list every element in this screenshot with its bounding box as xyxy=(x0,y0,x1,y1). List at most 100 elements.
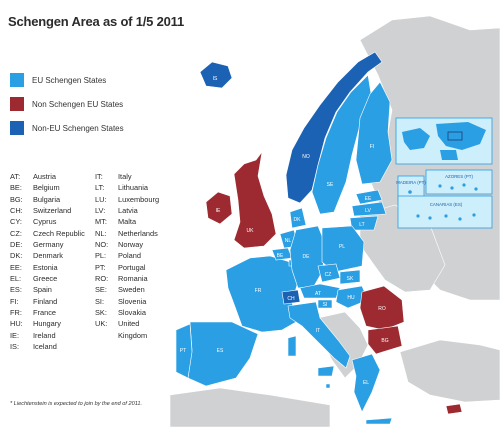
map-label-it: IT xyxy=(316,328,320,334)
abbreviation-row: PT: Portugal xyxy=(95,262,146,272)
world-locator-inset xyxy=(395,117,493,165)
country-estonia xyxy=(355,189,383,205)
country-ireland xyxy=(205,191,233,225)
abbreviation-row: IE: Ireland xyxy=(10,330,56,340)
island-sicily xyxy=(317,365,335,377)
abbreviation-row: AT: Austria xyxy=(10,172,57,181)
abbreviation-row: NO: Norway xyxy=(95,240,144,250)
map-label-ch: CH xyxy=(287,296,295,302)
abbreviation-row: EL: Greece xyxy=(10,274,58,284)
map-label-bg: BG xyxy=(381,338,388,344)
country-united-kingdom xyxy=(233,151,277,249)
legend-swatch-non-schengen-eu xyxy=(10,97,24,111)
map-label-pl: PL xyxy=(339,244,345,250)
country-code-labels: IS NO SE FI EE LV LT IE UK DK NL BE DE P… xyxy=(180,76,458,422)
country-finland xyxy=(355,81,393,185)
map-label-ee: EE xyxy=(365,196,372,202)
abbreviation-row: LV: Latvia xyxy=(95,206,138,216)
abbreviation-row: HU: Hungary xyxy=(10,319,61,329)
legend-swatch-eu-schengen xyxy=(10,73,24,87)
map-label-be: BE xyxy=(277,253,284,259)
footnote: * Liechtenstein is expected to join by t… xyxy=(10,401,143,407)
abbreviation-row: SI: Slovenia xyxy=(95,296,147,306)
legend-item-non-schengen-eu: Non Schengen EU States xyxy=(10,96,123,112)
legend-label: EU Schengen States xyxy=(32,75,107,85)
abbreviation-key-right: IT: Italy LT: Lithuania LU: Luxembourg LV: L… xyxy=(95,171,193,341)
map-label-at: AT xyxy=(315,291,321,297)
map-label-nl: NL xyxy=(285,238,292,244)
map-label-mt: MT xyxy=(324,390,331,396)
country-cyprus xyxy=(445,403,463,415)
abbreviation-row: EE: Estonia xyxy=(10,262,58,272)
map-label-ie: IE xyxy=(216,208,221,214)
abbreviation-row: LU: Luxembourg xyxy=(95,194,160,204)
country-italy xyxy=(287,301,351,369)
abbreviation-row: DE: Germany xyxy=(10,240,64,250)
country-iceland xyxy=(199,61,233,89)
map-label-es: ES xyxy=(217,348,224,354)
country-poland xyxy=(321,225,365,273)
map-label-ro: RO xyxy=(378,306,386,312)
country-denmark xyxy=(289,207,307,229)
country-bulgaria xyxy=(367,325,403,355)
abbreviation-row: IS: Iceland xyxy=(10,342,57,352)
map-label-el: EL xyxy=(363,380,369,386)
abbreviation-row: UK: United xyxy=(95,319,140,329)
abbreviation-row: FI: Finland xyxy=(10,296,58,306)
azores-inset: AZORES (PT) xyxy=(425,169,493,195)
abbreviation-row: SK: Slovakia xyxy=(95,308,146,318)
map-title: Schengen Area as of 1/5 2011 xyxy=(8,14,185,29)
map-label-de: DE xyxy=(303,254,311,260)
map-label-se: SE xyxy=(327,182,334,188)
country-switzerland xyxy=(281,289,301,305)
abbreviation-row: Kingdom xyxy=(118,330,148,340)
abbreviation-row: CY: Cyprus xyxy=(10,217,57,227)
abbreviation-row: CH: Switzerland xyxy=(10,206,72,216)
map-label-fi: FI xyxy=(370,144,374,150)
map-label-lv: LV xyxy=(365,208,371,214)
abbreviation-row: NL: Netherlands xyxy=(95,228,158,238)
abbreviation-row: MT: Malta xyxy=(95,217,137,227)
abbreviation-row: ES: Spain xyxy=(10,285,52,295)
abbreviation-row: LT: Lithuania xyxy=(95,183,148,193)
map-label-pt: PT xyxy=(180,348,186,354)
map-label-si: SI xyxy=(323,302,328,308)
map-label-lt: LT xyxy=(359,222,364,228)
abbreviation-key-left: AT: Austria BE: Belgium BG: Bulgaria CH: Swi… xyxy=(10,171,108,353)
country-malta xyxy=(325,383,331,389)
island-sardinia xyxy=(287,335,297,357)
country-latvia xyxy=(351,201,387,217)
country-slovenia xyxy=(317,299,333,309)
map-label-sk: SK xyxy=(347,276,354,282)
country-hungary xyxy=(335,285,369,309)
madeira-label: MADEIRA (PT) xyxy=(396,180,426,185)
azores-label: AZORES (PT) xyxy=(445,174,473,179)
map-label-fr: FR xyxy=(255,288,262,294)
abbreviation-row: SE: Sweden xyxy=(95,285,145,295)
country-greece xyxy=(351,353,381,413)
abbreviation-row: BG: Bulgaria xyxy=(10,194,61,204)
land-turkey xyxy=(399,339,500,403)
map-label-uk: UK xyxy=(247,228,255,234)
map-label-hu: HU xyxy=(347,295,355,301)
legend-label: Non-EU Schengen States xyxy=(32,123,124,133)
legend-label: Non Schengen EU States xyxy=(32,99,124,109)
map-label-dk: DK xyxy=(294,217,302,223)
country-spain xyxy=(187,321,259,387)
abbreviation-row: BE: Belgium xyxy=(10,183,60,193)
abbreviation-row: CZ: Czech Republic xyxy=(10,228,85,238)
abbreviation-row: DK: Denmark xyxy=(10,251,63,261)
abbreviation-row: RO: Romania xyxy=(95,274,148,284)
island-crete xyxy=(365,417,393,425)
abbreviation-row: IT: Italy xyxy=(95,172,132,181)
country-portugal xyxy=(175,323,193,379)
map-label-no: NO xyxy=(302,154,310,160)
map-label-cz: CZ xyxy=(325,272,332,278)
legend-item-eu-schengen: EU Schengen States xyxy=(10,72,106,88)
map-label-cy: CY xyxy=(451,416,459,422)
abbreviation-row: FR: France xyxy=(10,308,57,318)
legend-item-non-eu-schengen: Non-EU Schengen States xyxy=(10,120,124,136)
country-romania xyxy=(359,285,405,331)
canarias-inset: CANARIAS (ES) xyxy=(397,195,493,229)
